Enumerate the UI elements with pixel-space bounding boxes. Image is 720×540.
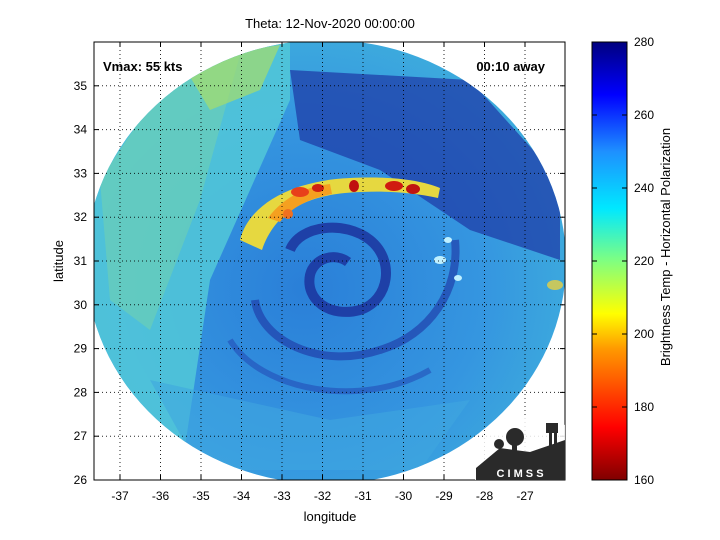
colorbar-tick-label: 280 [634, 35, 654, 49]
x-tick-label: -36 [152, 489, 170, 503]
y-tick-label: 27 [74, 429, 88, 443]
colorbar-tick-label: 260 [634, 108, 654, 122]
cimss-logo: C I M S S [475, 415, 565, 480]
colorbar-ticks: 160 180 200 220 240 260 280 [592, 35, 654, 487]
colorbar [591, 41, 628, 481]
y-tick-label: 32 [74, 210, 88, 224]
y-tick-label: 31 [74, 254, 88, 268]
vmax-annotation: Vmax: 55 kts [103, 59, 183, 74]
colorbar-tick-label: 180 [634, 400, 654, 414]
y-tick-label: 29 [74, 342, 88, 356]
y-tick-label: 34 [74, 123, 88, 137]
x-axis-label: longitude [304, 509, 357, 524]
x-tick-label: -27 [516, 489, 534, 503]
x-tick-label: -29 [435, 489, 453, 503]
x-tick-label: -30 [395, 489, 413, 503]
y-tick-label: 28 [74, 385, 88, 399]
y-tick-label: 33 [74, 166, 88, 180]
figure-title: Theta: 12-Nov-2020 00:00:00 [245, 16, 415, 31]
x-tick-label: -28 [476, 489, 494, 503]
colorbar-tick-label: 220 [634, 254, 654, 268]
x-tick-label: -35 [192, 489, 210, 503]
colorbar-tick-label: 160 [634, 473, 654, 487]
x-tick-label: -34 [233, 489, 251, 503]
colorbar-tick-label: 240 [634, 181, 654, 195]
colorbar-label: Brightness Temp - Horizontal Polarizatio… [658, 128, 673, 366]
time-away-annotation: 00:10 away [476, 59, 545, 74]
y-tick-label: 30 [74, 298, 88, 312]
y-axis-label: latitude [51, 240, 66, 282]
x-tick-label: -31 [354, 489, 372, 503]
x-tick-label: -33 [273, 489, 291, 503]
y-tick-label: 35 [74, 79, 88, 93]
y-tick-label: 26 [74, 473, 88, 487]
y-axis-ticks: 26 27 28 29 30 31 32 33 34 35 [74, 79, 565, 487]
x-tick-label: -32 [314, 489, 332, 503]
x-tick-label: -37 [111, 489, 129, 503]
cimss-logo-text: C I M S S [496, 468, 543, 480]
colorbar-tick-label: 200 [634, 327, 654, 341]
